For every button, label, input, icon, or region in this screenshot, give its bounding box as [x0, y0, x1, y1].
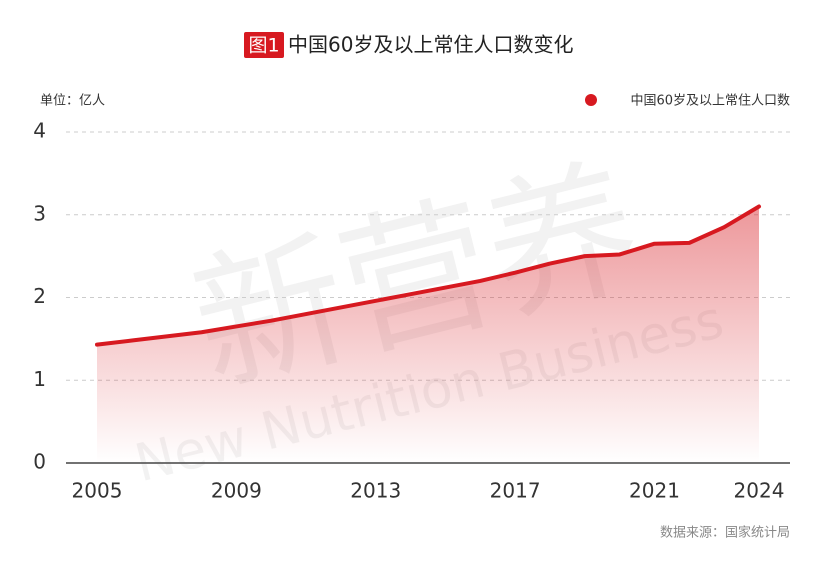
legend-marker	[585, 94, 597, 106]
badge: 图1	[248, 35, 279, 57]
line	[95, 204, 761, 347]
y-tick-label: 4	[33, 119, 46, 143]
unit-label: 单位：亿人	[40, 94, 105, 109]
badge-bg	[244, 32, 284, 58]
area	[97, 206, 759, 463]
x-tick-label: 2024	[734, 479, 785, 503]
x-tick-label: 2009	[211, 479, 262, 503]
x-tick-label: 2005	[72, 479, 123, 503]
y-tick-label: 3	[33, 201, 46, 225]
x-tick-label: 2017	[490, 479, 541, 503]
source: 数据来源：国家统计局	[660, 525, 790, 541]
y-tick-label: 0	[33, 450, 46, 474]
x-tick-label: 2013	[350, 479, 401, 503]
y-tick-label: 1	[33, 367, 46, 391]
x-tick-label: 2021	[629, 479, 680, 503]
legend-label: 中国60岁及以上常住人口数	[630, 94, 790, 109]
y-tick-label: 2	[33, 284, 46, 308]
chart-title: 中国60岁及以上常住人口数变化	[288, 33, 573, 57]
